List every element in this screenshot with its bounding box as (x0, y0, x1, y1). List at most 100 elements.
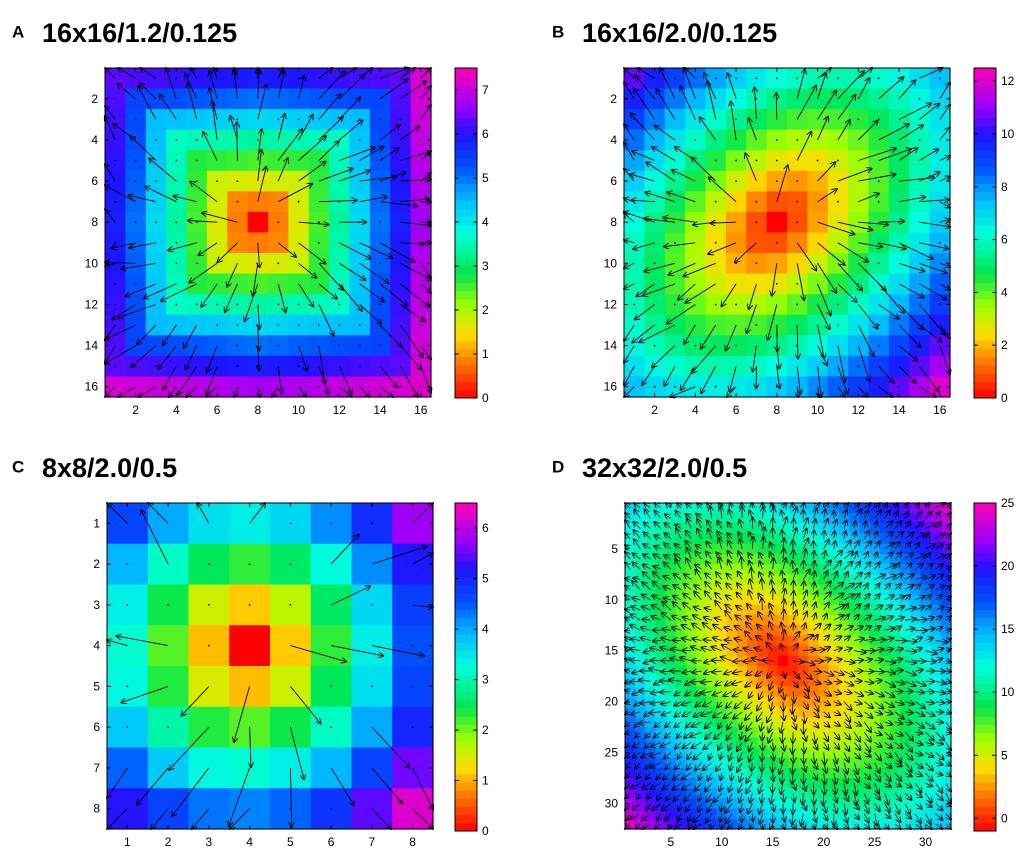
quiver-arrow (339, 171, 369, 182)
quiver-arrow (237, 122, 238, 161)
colorbar-band (974, 519, 996, 529)
heatmap-cell (635, 686, 646, 698)
colorbar-band (974, 773, 996, 783)
colorbar-band (974, 216, 996, 226)
y-tick-label: 2 (93, 557, 100, 571)
quiver-arrow (125, 283, 157, 296)
quiver-dot (775, 385, 778, 388)
quiver-dot (175, 159, 178, 162)
heatmap-cell (635, 635, 646, 647)
quiver-arrow (898, 80, 915, 100)
heatmap-cell (655, 564, 667, 575)
heatmap-cell (107, 625, 149, 667)
heatmap-cell (625, 706, 636, 718)
quiver-arrow (837, 386, 845, 397)
quiver-arrow (635, 304, 655, 320)
quiver-arrow (898, 283, 924, 298)
colorbar-band (974, 348, 996, 358)
heatmap-cell (247, 191, 269, 213)
heatmap-cell (644, 191, 666, 213)
quiver-dot (837, 159, 839, 162)
heatmap-cell (166, 88, 188, 110)
colorbar-band (455, 142, 477, 151)
quiver-arrow (644, 219, 675, 223)
quiver-arrow (837, 95, 856, 120)
quiver-arrow (817, 324, 825, 358)
colorbar-band (455, 576, 477, 586)
heatmap-cells (625, 503, 952, 830)
colorbar-band (455, 101, 477, 110)
quiver-arrow (919, 283, 946, 300)
quiver-arrow (298, 136, 326, 161)
quiver-dot (371, 522, 373, 525)
quiver-arrow (777, 366, 780, 388)
quiver-dot (379, 344, 381, 347)
quiver-dot (938, 77, 941, 80)
quiver-dot (371, 604, 373, 606)
quiver-dot (134, 118, 137, 121)
x-tick-label: 5 (287, 835, 294, 849)
heatmap-cell (147, 625, 190, 667)
quiver-arrow (379, 125, 400, 141)
y-tick-label: 2 (91, 92, 98, 106)
quiver-arrow (277, 158, 288, 182)
quiver-dot (195, 303, 198, 306)
quiver-dot (653, 344, 656, 347)
quiver-dot (877, 200, 880, 203)
quiver-dot (330, 522, 332, 525)
quiver-arrow (684, 324, 696, 344)
heatmap-cell (777, 625, 789, 637)
quiver-arrow (257, 150, 262, 182)
heatmap-cell (685, 232, 707, 254)
quiver-arrow (898, 345, 917, 361)
heatmap-cell (737, 574, 748, 586)
heatmap-cell (879, 584, 891, 596)
quiver-arrow (700, 117, 717, 141)
heatmap-cell (696, 716, 708, 728)
quiver-arrow (298, 345, 308, 371)
quiver-arrow (258, 386, 261, 397)
quiver-arrow (298, 115, 313, 141)
y-tick-label: 16 (604, 380, 618, 394)
heatmap-cell (706, 737, 718, 749)
heatmap-cell (655, 696, 667, 708)
heatmap-cell (747, 503, 759, 514)
colorbar-band (455, 274, 477, 283)
heatmap-cell (310, 543, 353, 586)
x-tick-label: 6 (214, 403, 221, 417)
quiver-arrow (400, 126, 419, 141)
quiver-dot (358, 118, 361, 121)
heatmap-cell (930, 553, 942, 565)
quiver-arrow (632, 151, 655, 161)
quiver-arrow (817, 263, 837, 293)
quiver-arrow (664, 365, 676, 386)
quiver-arrow (817, 283, 831, 316)
quiver-arrow (858, 242, 882, 247)
colorbar-band (974, 249, 996, 259)
colorbar-band (455, 699, 477, 709)
colorbar-band (974, 609, 996, 619)
heatmap-cell (696, 533, 708, 545)
colorbar-band (455, 822, 477, 832)
heatmap-cell (635, 645, 646, 657)
heatmap-cell (229, 625, 271, 667)
heatmap-cell (716, 686, 728, 698)
heatmap-cell (645, 747, 657, 759)
y-tick-label: 1 (93, 516, 100, 530)
heatmap-cell (747, 788, 759, 800)
quiver-arrow (783, 701, 784, 711)
heatmap-cell (166, 273, 188, 295)
heatmap-cell (777, 513, 789, 524)
quiver-dot (208, 644, 210, 647)
quiver-arrow (664, 242, 696, 247)
quiver-arrow (796, 242, 816, 271)
colorbar-band (974, 798, 996, 807)
quiver-arrow (163, 324, 177, 345)
heatmap-cell (706, 655, 718, 667)
heatmap-cell (737, 615, 748, 626)
quiver-dot (938, 365, 941, 368)
colorbar-band (974, 200, 996, 209)
colorbar-band (455, 150, 477, 160)
quiver-arrow (121, 262, 156, 269)
quiver-dot (379, 303, 381, 306)
